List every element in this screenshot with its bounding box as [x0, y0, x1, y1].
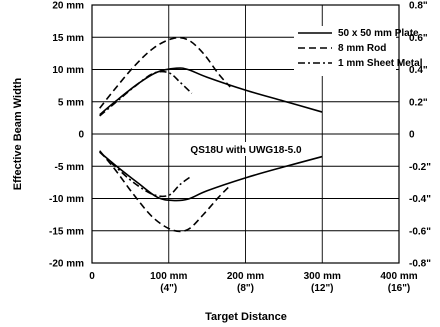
- y-tick-label: 5 mm: [58, 97, 84, 108]
- series-3-upper-line: [99, 70, 193, 117]
- x-tick-label: 0: [89, 271, 95, 282]
- y2-tick-label: -0.8": [409, 259, 431, 270]
- grid-lines: [92, 5, 399, 263]
- y-tick-label: -5 mm: [55, 162, 85, 173]
- series-3-lower-line: [99, 151, 193, 198]
- annotation-background: [176, 142, 316, 156]
- plot-area-border: [91, 4, 400, 264]
- y-tick-label: 15 mm: [52, 33, 84, 44]
- y-tick-label: 0: [78, 130, 84, 141]
- x-tick-label: 100 mm: [150, 271, 187, 282]
- series-2-lower-line: [99, 150, 231, 233]
- x-tick-sublabel: (16"): [388, 283, 411, 294]
- x-tick-sublabel: (8"): [237, 283, 254, 294]
- series-lines: [99, 36, 323, 233]
- y-axis-ticks: 20 mm 15 mm 10 mm 5 mm 0 -5 mm -10 mm -15 mm -20…: [49, 1, 84, 270]
- x-tick-sublabel: (4"): [160, 283, 177, 294]
- y2-tick-label: 0.6": [409, 33, 428, 44]
- legend: 50 x 50 mm Plate 8 mm Rod 1 mm Sheet Metal: [294, 26, 423, 76]
- y2-tick-label: -0.6": [409, 226, 431, 237]
- y-tick-label: -20 mm: [49, 259, 84, 270]
- y2-tick-label: 0.2": [409, 97, 428, 108]
- y-tick-label: -10 mm: [49, 194, 84, 205]
- y2-tick-label: 0.4": [409, 65, 428, 76]
- y2-tick-label: 0: [409, 130, 415, 141]
- y-axis-title: Effective Beam Width: [12, 78, 24, 191]
- y-tick-label: -15 mm: [49, 226, 84, 237]
- x-axis-title: Target Distance: [205, 311, 287, 323]
- y2-tick-label: -0.2": [409, 162, 431, 173]
- series-2-upper-line: [99, 36, 231, 109]
- series-1-lower-line: [99, 151, 323, 202]
- legend-label-1: 50 x 50 mm Plate: [338, 28, 419, 39]
- y2-tick-label: -0.4": [409, 194, 431, 205]
- x-axis-ticks: 0 100 mm(4") 200 mm(8") 300 mm(12") 400 mm(1…: [89, 271, 418, 294]
- x-tick-label: 400 mm: [380, 271, 417, 282]
- y-tick-label: 20 mm: [52, 1, 84, 12]
- y2-axis-ticks: 0.8" 0.6" 0.4" 0.2" 0 -0.2" -0.4" -0.6" -0.8": [409, 1, 431, 270]
- y-tick-label: 10 mm: [52, 65, 84, 76]
- legend-background: [294, 26, 396, 76]
- chart-annotation: QS18U with UWG18-5.0: [190, 145, 302, 156]
- x-tick-sublabel: (12"): [311, 283, 334, 294]
- legend-label-2: 8 mm Rod: [338, 43, 386, 54]
- x-tick-label: 300 mm: [304, 271, 341, 282]
- x-tick-label: 200 mm: [227, 271, 264, 282]
- series-1-upper-line: [99, 67, 323, 116]
- y2-tick-label: 0.8": [409, 1, 428, 12]
- legend-label-3: 1 mm Sheet Metal: [338, 58, 423, 69]
